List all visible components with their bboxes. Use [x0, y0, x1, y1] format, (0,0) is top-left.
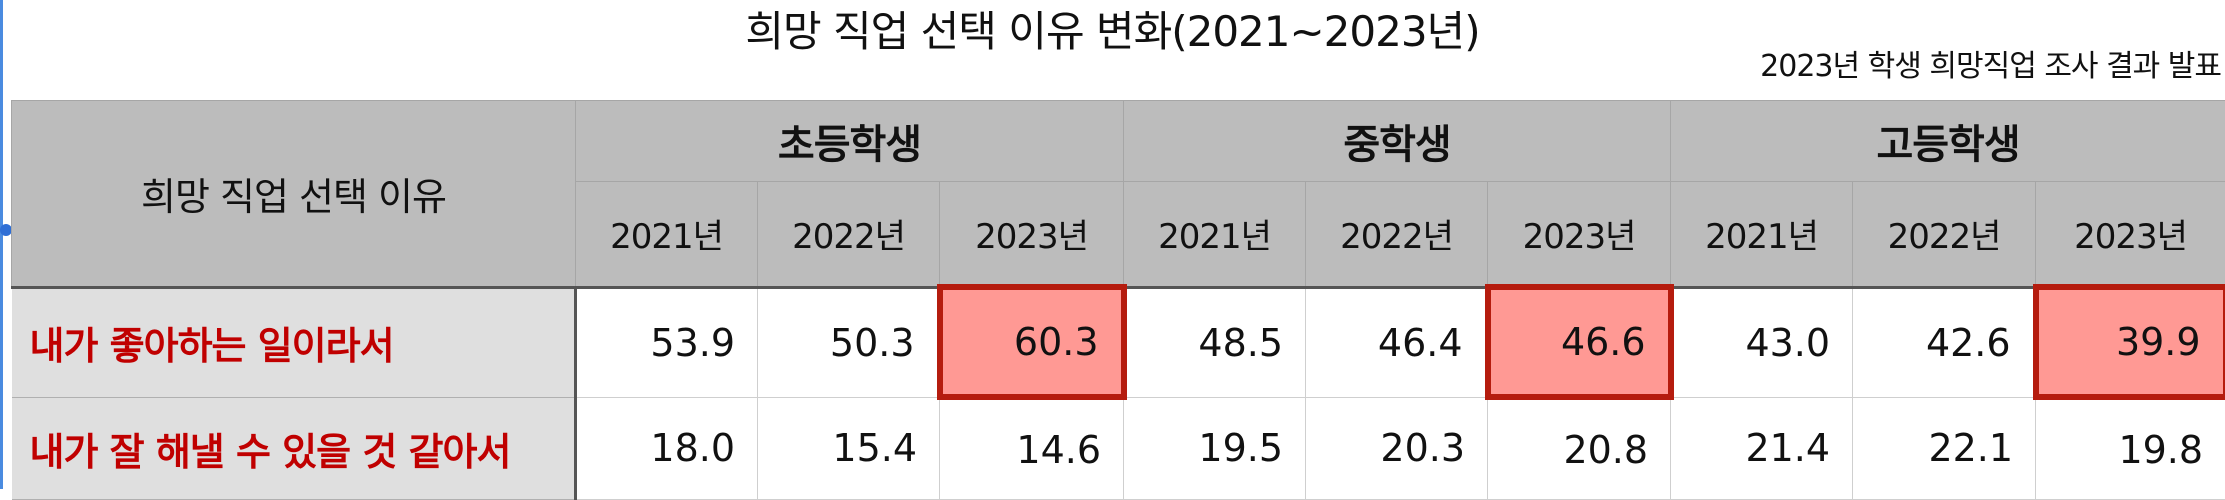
row-label: 내가 좋아하는 일이라서 [12, 287, 576, 397]
table-cell: 53.9 [576, 287, 758, 397]
table-cell: 22.1 [1853, 397, 2036, 500]
table-cell: 19.5 [1124, 397, 1306, 500]
row-label: 내가 잘 해낼 수 있을 것 같아서 [12, 397, 576, 500]
table-cell: 20.8 [1488, 397, 1671, 500]
table-cell: 14.6 [940, 397, 1124, 500]
table-cell: 42.6 [1853, 287, 2036, 397]
table-row: 내가 좋아하는 일이라서 53.9 50.3 60.3 48.5 46.4 46… [12, 287, 2225, 397]
source-caption: 2023년 학생 희망직업 조사 결과 발표 [1760, 46, 2221, 88]
year-header: 2022년 [1306, 182, 1488, 288]
year-header: 2023년 [940, 182, 1124, 288]
table-cell: 43.0 [1671, 287, 1853, 397]
year-header: 2021년 [576, 182, 758, 288]
corner-header: 희망 직업 선택 이유 [12, 101, 576, 288]
table-cell: 15.4 [758, 397, 940, 500]
table-cell: 46.4 [1306, 287, 1488, 397]
table-cell: 21.4 [1671, 397, 1853, 500]
year-header: 2022년 [1853, 182, 2036, 288]
year-header: 2021년 [1671, 182, 1853, 288]
year-header: 2022년 [758, 182, 940, 288]
highlighted-cell: 39.9 [2036, 287, 2225, 397]
group-header-middle: 중학생 [1124, 101, 1671, 182]
table-cell: 48.5 [1124, 287, 1306, 397]
table-cell: 50.3 [758, 287, 940, 397]
table-cell: 18.0 [576, 397, 758, 500]
highlighted-cell: 46.6 [1488, 287, 1671, 397]
selection-edge-marker [0, 0, 3, 489]
group-header-elementary: 초등학생 [576, 101, 1124, 182]
job-choice-reason-table: 희망 직업 선택 이유 초등학생 중학생 고등학생 2021년 2022년 20… [11, 100, 2225, 500]
table-cell: 19.8 [2036, 397, 2225, 500]
table-cell: 20.3 [1306, 397, 1488, 500]
year-header: 2021년 [1124, 182, 1306, 288]
highlighted-cell: 60.3 [940, 287, 1124, 397]
year-header: 2023년 [2036, 182, 2225, 288]
year-header: 2023년 [1488, 182, 1671, 288]
table-row: 내가 잘 해낼 수 있을 것 같아서 18.0 15.4 14.6 19.5 2… [12, 397, 2225, 500]
group-header-high: 고등학생 [1671, 101, 2225, 182]
